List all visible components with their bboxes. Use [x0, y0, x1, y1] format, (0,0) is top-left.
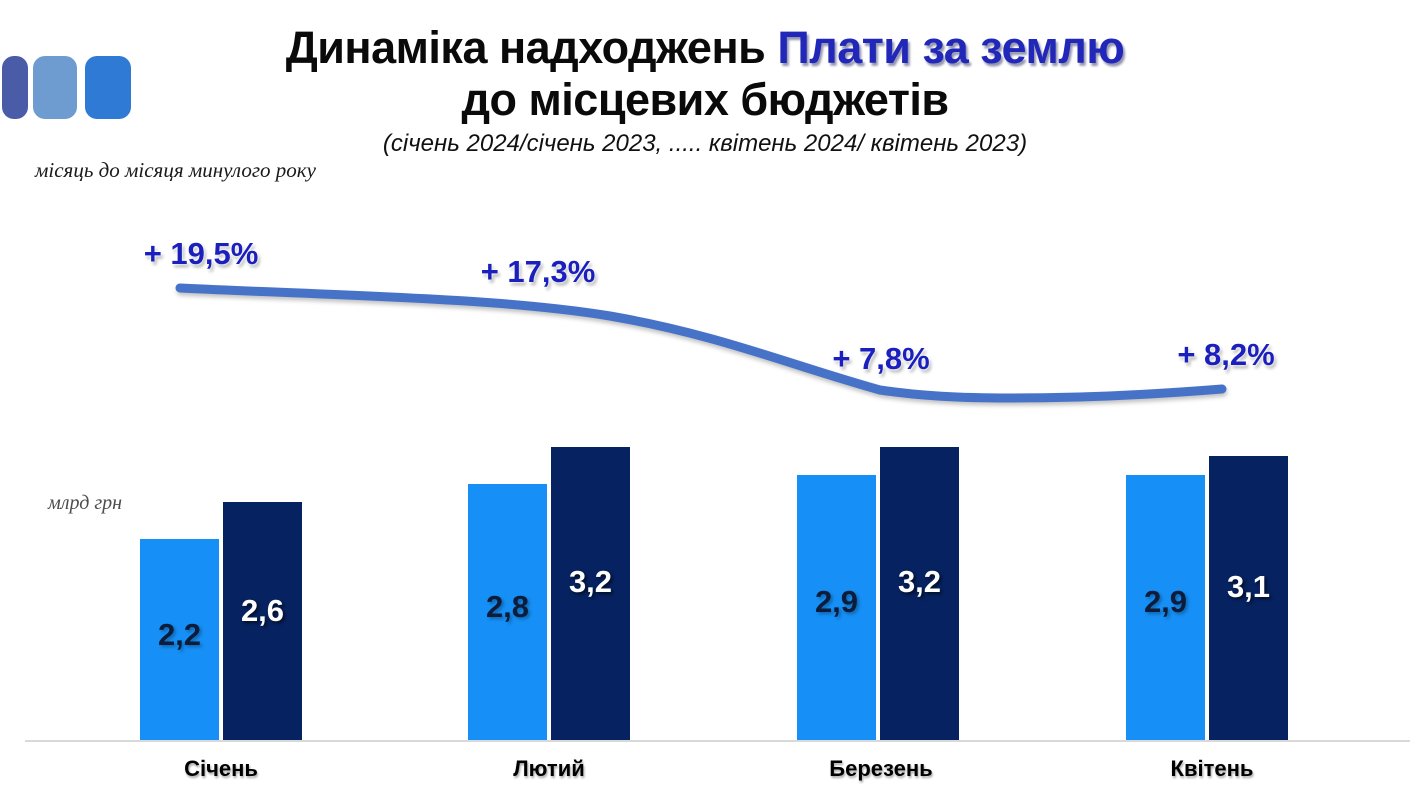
category-label-feb: Лютий — [513, 756, 585, 781]
bar-value-label: 3,1 — [1226, 569, 1271, 604]
x-axis-line — [25, 740, 1410, 742]
category-label-apr: Квітень — [1170, 756, 1254, 781]
growth-label-apr: + 8,2% — [1177, 337, 1275, 372]
category-label-mar: Березень — [829, 756, 933, 781]
bar-value-label: 2,8 — [485, 589, 530, 624]
bar-2023-Березень: 2,9 — [797, 475, 876, 740]
bar-value-label: 2,2 — [157, 617, 202, 652]
bar-2024-Квітень: 3,1 — [1209, 456, 1288, 740]
title-black-part: Динаміка надходжень — [285, 22, 766, 73]
logo-square-icon — [2, 56, 28, 119]
title-line2: до місцевих бюджетів — [461, 74, 949, 125]
growth-note: місяць до місяця минулого року — [35, 158, 316, 182]
growth-label-mar: + 7,8% — [832, 341, 930, 376]
logo — [0, 0, 140, 130]
logo-square-icon — [85, 56, 131, 119]
bar-2024-Січень: 2,6 — [223, 502, 302, 740]
subtitle: (січень 2024/січень 2023, ..... квітень … — [382, 130, 1028, 157]
logo-square-icon — [33, 56, 77, 119]
bar-value-label: 2,6 — [240, 593, 285, 628]
y-axis-units-label: млрд грн — [48, 492, 123, 514]
growth-label-feb: + 17,3% — [480, 254, 596, 289]
bar-value-label: 2,9 — [1143, 584, 1188, 619]
bar-2023-Січень: 2,2 — [140, 539, 219, 740]
title-accent-part: Плати за землю — [777, 22, 1125, 73]
bar-value-label: 3,2 — [897, 564, 942, 599]
bar-value-label: 3,2 — [568, 564, 613, 599]
bar-2024-Березень: 3,2 — [880, 447, 959, 740]
page-title: Динаміка надходжень Плати за землю до мі… — [0, 22, 1410, 126]
bar-2024-Лютий: 3,2 — [551, 447, 630, 740]
bar-2023-Лютий: 2,8 — [468, 484, 547, 740]
bar-value-label: 2,9 — [814, 584, 859, 619]
growth-label-jan: + 19,5% — [143, 236, 259, 271]
bar-2023-Квітень: 2,9 — [1126, 475, 1205, 740]
category-label-jan: Січень — [184, 756, 258, 781]
